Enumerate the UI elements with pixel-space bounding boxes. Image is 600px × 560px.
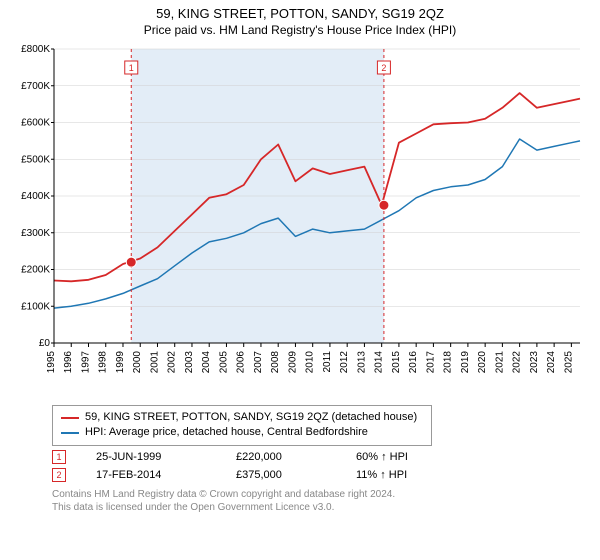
x-tick-label: 2012	[339, 351, 350, 374]
footnote-line-2: This data is licensed under the Open Gov…	[52, 501, 590, 514]
legend-swatch	[61, 417, 79, 419]
event-diff: 11% ↑ HPI	[356, 469, 446, 481]
x-tick-label: 2003	[184, 351, 195, 374]
x-tick-label: 2013	[356, 351, 367, 374]
x-tick-label: 2017	[425, 351, 436, 374]
x-tick-label: 1995	[46, 351, 57, 374]
x-tick-label: 2010	[305, 351, 316, 374]
x-tick-label: 2019	[460, 351, 471, 374]
legend-item: HPI: Average price, detached house, Cent…	[61, 425, 423, 440]
x-tick-label: 2025	[563, 351, 574, 374]
x-tick-label: 2001	[149, 351, 160, 374]
x-tick-label: 2007	[253, 351, 264, 374]
sale-events: 1 25-JUN-1999 £220,000 60% ↑ HPI 2 17-FEB-201…	[52, 450, 590, 482]
x-tick-label: 1997	[80, 351, 91, 374]
y-tick-label: £700K	[21, 81, 50, 92]
y-tick-label: £100K	[21, 301, 50, 312]
x-tick-label: 2022	[512, 351, 523, 374]
event-row: 1 25-JUN-1999 £220,000 60% ↑ HPI	[52, 450, 590, 464]
x-tick-label: 1998	[98, 351, 109, 374]
y-tick-label: £300K	[21, 228, 50, 239]
marker-label-2: 2	[381, 63, 386, 73]
x-tick-label: 2014	[374, 351, 385, 374]
marker-dot-2	[379, 200, 389, 210]
x-tick-label: 1999	[115, 351, 126, 374]
x-tick-label: 2016	[408, 351, 419, 374]
event-date: 17-FEB-2014	[96, 469, 206, 481]
event-row: 2 17-FEB-2014 £375,000 11% ↑ HPI	[52, 468, 590, 482]
page-title: 59, KING STREET, POTTON, SANDY, SG19 2QZ	[10, 6, 590, 21]
event-diff: 60% ↑ HPI	[356, 451, 446, 463]
y-tick-label: £800K	[21, 44, 50, 55]
y-tick-label: £600K	[21, 118, 50, 129]
event-date: 25-JUN-1999	[96, 451, 206, 463]
y-tick-label: £200K	[21, 265, 50, 276]
event-marker-icon: 2	[52, 468, 66, 482]
marker-label-1: 1	[129, 63, 134, 73]
legend-swatch	[61, 432, 79, 434]
x-tick-label: 2004	[201, 351, 212, 374]
event-marker-icon: 1	[52, 450, 66, 464]
x-tick-label: 2024	[546, 351, 557, 374]
x-tick-label: 2006	[236, 351, 247, 374]
x-tick-label: 2008	[270, 351, 281, 374]
x-tick-label: 2011	[322, 351, 333, 373]
x-tick-label: 1996	[63, 351, 74, 374]
x-tick-label: 2002	[167, 351, 178, 374]
legend-item: 59, KING STREET, POTTON, SANDY, SG19 2QZ…	[61, 410, 423, 425]
x-tick-label: 2020	[477, 351, 488, 374]
legend-label: 59, KING STREET, POTTON, SANDY, SG19 2QZ…	[85, 410, 417, 425]
footnote-line-1: Contains HM Land Registry data © Crown c…	[52, 488, 590, 501]
legend: 59, KING STREET, POTTON, SANDY, SG19 2QZ…	[52, 405, 432, 446]
footnote: Contains HM Land Registry data © Crown c…	[52, 488, 590, 514]
x-tick-label: 2000	[132, 351, 143, 374]
event-price: £220,000	[236, 451, 326, 463]
x-tick-label: 2021	[494, 351, 505, 374]
marker-dot-1	[126, 257, 136, 267]
chart-svg: £0 £100K £200K £300K £400K £500K £600K £700K £80…	[10, 43, 590, 399]
x-tick-label: 2023	[529, 351, 540, 374]
event-price: £375,000	[236, 469, 326, 481]
x-tick-label: 2018	[443, 351, 454, 374]
legend-label: HPI: Average price, detached house, Cent…	[85, 425, 368, 440]
y-tick-label: £400K	[21, 191, 50, 202]
y-tick-label: £0	[39, 338, 51, 349]
y-tick-label: £500K	[21, 154, 50, 165]
x-tick-label: 2015	[391, 351, 402, 374]
page-subtitle: Price paid vs. HM Land Registry's House …	[10, 23, 590, 37]
x-tick-label: 2005	[218, 351, 229, 374]
price-chart: £0 £100K £200K £300K £400K £500K £600K £700K £80…	[10, 43, 590, 399]
x-tick-label: 2009	[287, 351, 298, 374]
